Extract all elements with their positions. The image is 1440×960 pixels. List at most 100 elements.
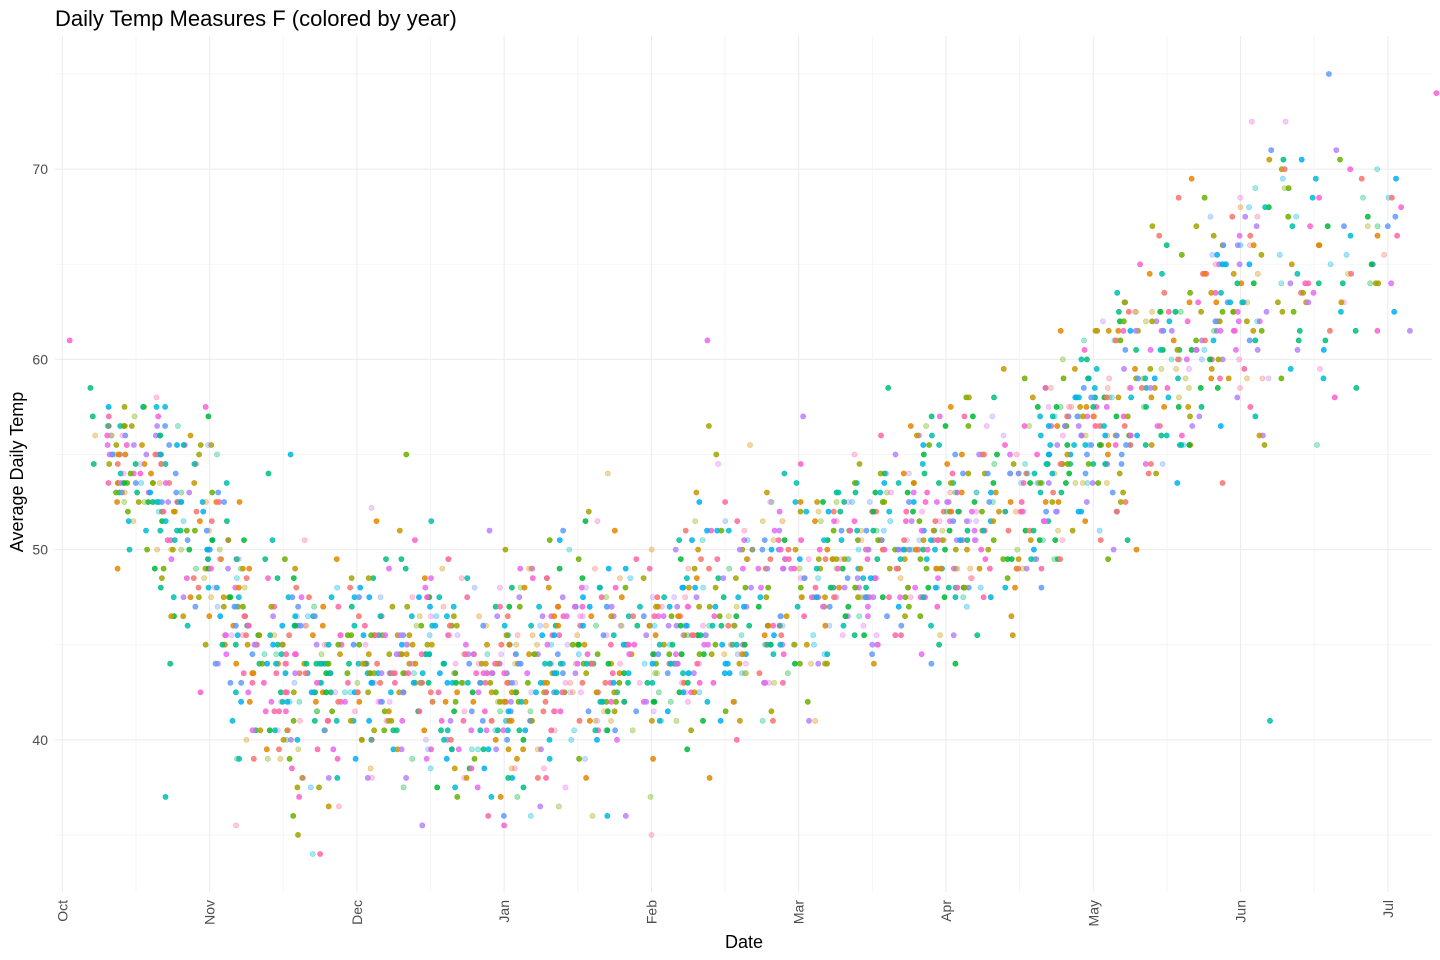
data-point (427, 689, 434, 696)
data-point (1193, 223, 1200, 230)
data-point (220, 594, 227, 601)
data-point (260, 679, 267, 686)
data-point (542, 698, 549, 705)
data-point (1278, 280, 1285, 287)
data-point (462, 641, 469, 648)
data-point (1021, 375, 1028, 382)
data-point (976, 451, 982, 458)
data-point (1244, 318, 1250, 325)
data-point (141, 499, 148, 505)
data-point (597, 584, 603, 591)
data-point (1374, 232, 1381, 239)
data-point (1375, 280, 1382, 287)
data-point (1069, 527, 1076, 534)
data-point (308, 689, 315, 696)
data-point (299, 775, 306, 781)
data-point (158, 575, 165, 581)
data-point (238, 698, 244, 705)
data-point (622, 813, 629, 819)
data-point (522, 727, 529, 734)
data-point (157, 432, 164, 439)
data-point (367, 670, 374, 677)
data-point (303, 660, 310, 667)
x-tick-label: Feb (643, 900, 659, 924)
data-point (1045, 403, 1052, 410)
data-point (168, 546, 175, 553)
data-point (546, 537, 553, 543)
data-point (904, 489, 911, 496)
data-point (231, 603, 238, 610)
data-point (691, 670, 697, 677)
data-point (1212, 261, 1219, 268)
data-point (325, 803, 332, 810)
data-point (113, 442, 120, 448)
data-point (1148, 394, 1155, 401)
data-point (1100, 318, 1106, 325)
data-point (295, 746, 302, 753)
data-point (780, 679, 786, 686)
data-point (105, 423, 112, 429)
data-point (1023, 565, 1030, 572)
data-point (684, 632, 691, 639)
data-point (838, 537, 845, 543)
data-point (516, 594, 523, 601)
data-point (368, 775, 375, 781)
data-point (593, 622, 599, 629)
data-point (969, 508, 975, 515)
data-point (1012, 584, 1018, 591)
data-point (597, 698, 604, 705)
data-point (777, 641, 784, 648)
data-point (734, 518, 741, 524)
data-point (418, 651, 425, 658)
data-point (354, 689, 361, 696)
data-point (316, 784, 322, 791)
data-point (888, 489, 894, 496)
data-point (906, 470, 912, 477)
data-point (860, 575, 867, 581)
data-point (296, 794, 302, 800)
data-point (1201, 346, 1208, 353)
data-point (697, 632, 704, 639)
data-point (279, 622, 286, 629)
data-point (1043, 508, 1049, 515)
data-point (555, 622, 562, 629)
data-point (421, 727, 428, 734)
data-point (722, 660, 729, 667)
data-point (830, 527, 837, 534)
data-point (171, 537, 178, 543)
data-point (767, 499, 774, 505)
data-point (712, 584, 719, 591)
data-point (531, 651, 538, 658)
data-point (1124, 537, 1131, 543)
data-point (1262, 204, 1269, 211)
data-point (583, 660, 590, 667)
data-point (157, 584, 164, 591)
data-point (704, 527, 710, 534)
data-point (693, 489, 700, 496)
data-point (553, 689, 560, 696)
data-point (954, 584, 961, 591)
data-point (294, 736, 301, 743)
data-point (1333, 147, 1340, 153)
data-point (443, 613, 450, 620)
data-point (963, 518, 970, 524)
data-point (912, 584, 918, 591)
data-point (200, 508, 207, 515)
data-point (89, 413, 96, 420)
data-point (1433, 90, 1440, 96)
data-point (333, 556, 340, 562)
data-point (1244, 375, 1250, 382)
data-point (288, 765, 295, 772)
data-point (450, 670, 457, 677)
data-point (696, 603, 702, 610)
data-point (583, 775, 589, 781)
data-point (403, 775, 409, 781)
data-point (685, 698, 691, 705)
data-point (677, 556, 684, 562)
data-point (681, 632, 687, 639)
data-point (329, 708, 335, 715)
data-point (912, 546, 919, 553)
data-point (321, 727, 328, 734)
data-point (959, 451, 965, 458)
data-point (543, 622, 549, 629)
